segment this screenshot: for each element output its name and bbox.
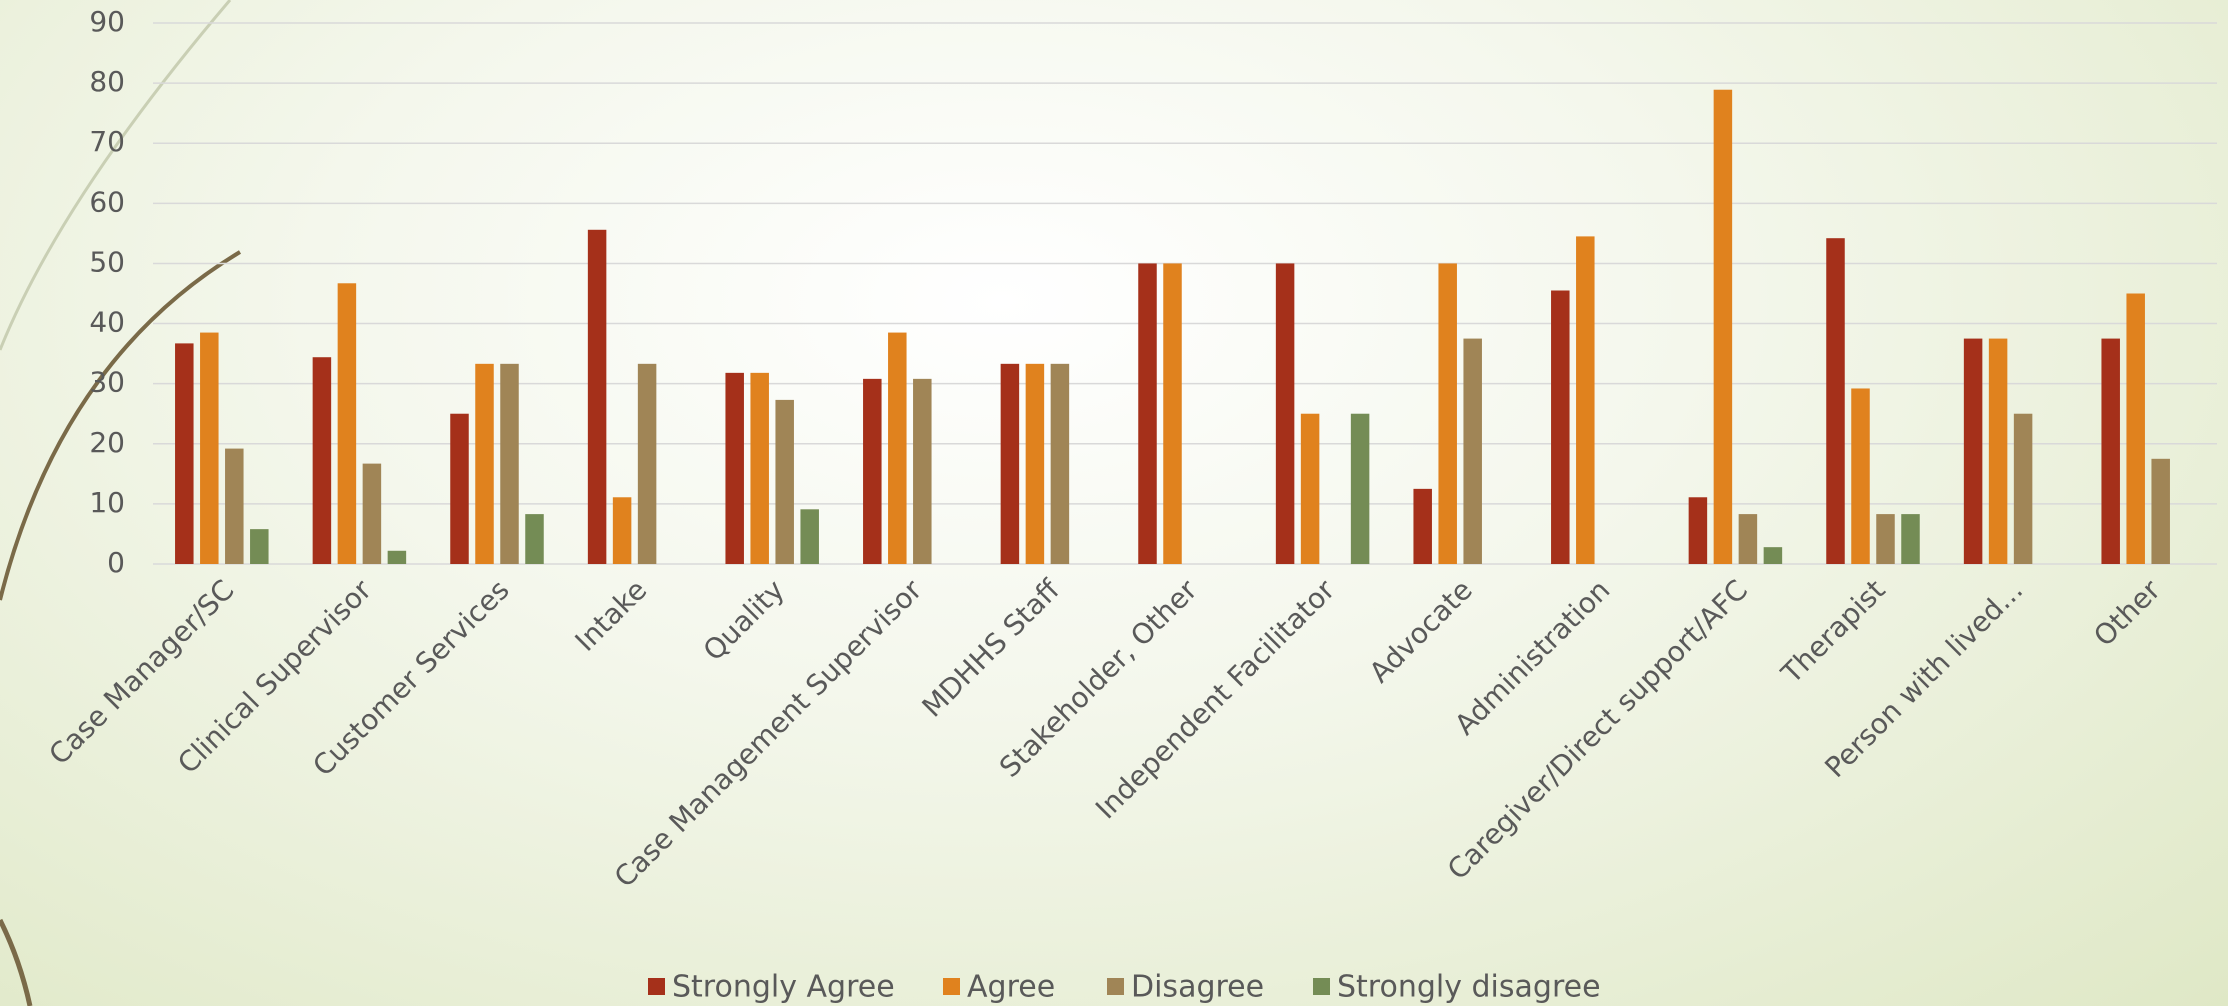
y-tick-label: 20 [89,426,125,459]
bar [1551,290,1570,564]
x-tick-label: Other [2087,573,2167,653]
bar [475,363,494,564]
bar [2151,458,2170,564]
bar [525,514,544,564]
bar [725,372,744,564]
bar [2126,293,2145,564]
bar [2013,413,2033,564]
bar [387,550,407,564]
bar [1413,488,1432,564]
legend-swatch [648,978,665,995]
bar [1963,338,1983,564]
bar [1025,363,1045,564]
bar [337,283,357,564]
bar [2101,338,2120,564]
x-tick-label: Quality [697,573,791,667]
y-tick-label: 30 [89,366,125,399]
x-tick-label: Caregiver/Direct support/AFC [1441,573,1754,886]
bar [1901,514,1920,564]
bar [913,378,932,564]
bar [312,357,332,564]
bar [1876,514,1895,564]
y-tick-label: 40 [89,306,125,339]
bar [1163,263,1182,564]
bar [500,363,519,564]
decoration [0,0,232,351]
bar [888,332,907,564]
bar [250,529,269,564]
decoration [0,918,33,1006]
y-tick-label: 70 [89,125,125,158]
bar [1826,238,1845,564]
y-tick-label: 10 [89,486,125,519]
bar [1688,497,1708,564]
x-tick-label: Therapist [1774,573,1891,690]
bar [1000,363,1020,564]
bar [1300,413,1320,564]
bar [612,497,632,564]
x-tick-label: Independent Facilitator [1089,573,1341,825]
x-tick-label: MDHHS Staff [916,573,1067,724]
bar [362,463,382,564]
bar [1050,363,1070,564]
bar [450,413,469,564]
bar [1275,263,1295,564]
bar [637,363,657,564]
y-tick-label: 90 [89,5,125,38]
legend-label: Strongly disagree [1337,970,1601,1005]
bar [800,509,819,564]
bar [200,332,219,564]
bar [1738,514,1758,564]
x-tick-label: Advocate [1363,573,1479,689]
bar [1350,413,1370,564]
y-tick-label: 80 [89,65,125,98]
legend-label: Agree [967,970,1055,1005]
y-tick-label: 0 [107,546,125,579]
bar [1988,338,2008,564]
bar [1763,547,1783,564]
bar [587,229,607,564]
bar [1138,263,1157,564]
bar [863,378,882,564]
bar [175,343,194,564]
y-tick-label: 50 [89,245,125,278]
decoration [0,250,242,601]
bar [1851,388,1870,564]
legend-swatch [1107,978,1124,995]
legend-label: Disagree [1131,970,1264,1005]
bar [775,399,794,564]
legend-swatch [943,978,960,995]
legend-label: Strongly Agree [672,970,895,1005]
bar [1463,338,1482,564]
bar [750,372,769,564]
bar [225,448,244,564]
x-tick-label: Case Management Supervisor [608,573,929,894]
y-tick-label: 60 [89,185,125,218]
legend-swatch [1313,978,1330,995]
x-tick-label: Intake [569,573,654,658]
bar [1438,263,1457,564]
bar [1576,236,1595,564]
bar [1713,89,1733,565]
